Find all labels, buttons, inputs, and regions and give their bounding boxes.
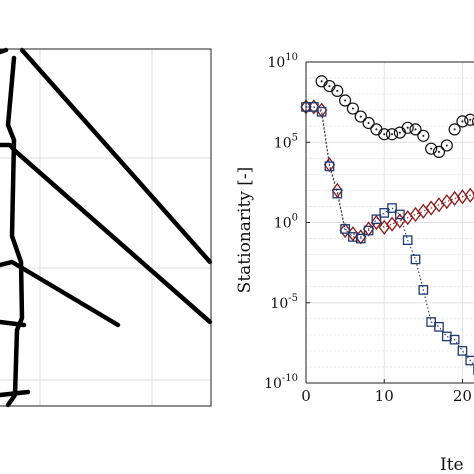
circle-marker-center: [375, 128, 378, 131]
square-marker: [441, 331, 452, 342]
square-marker: [355, 233, 366, 244]
circle-marker: [425, 142, 438, 155]
diamond-marker: [370, 214, 383, 231]
circle-marker-center: [391, 133, 394, 136]
circle-marker-center: [437, 150, 440, 153]
right-panel: 10-10 10-5 100 105 1010 0 10 20 Stationarity [-…: [235, 52, 474, 474]
circle-marker: [339, 94, 352, 107]
square-marker: [434, 321, 444, 332]
circle-marker-center: [445, 144, 448, 147]
y-tick-label: 1010: [267, 52, 298, 71]
circle-marker: [354, 110, 367, 123]
circle-marker: [417, 129, 430, 142]
square-marker: [418, 285, 429, 295]
square-marker: [395, 209, 405, 220]
circle-marker-center: [344, 99, 347, 102]
series-line-square: [306, 106, 474, 366]
right-series: [300, 75, 474, 376]
circle-marker-center: [469, 118, 472, 121]
y-tick-label: 10-10: [264, 373, 298, 392]
x-axis-label: Ite: [440, 455, 464, 474]
left-curve: [0, 319, 27, 328]
x-tick-label: 20: [453, 387, 472, 405]
left-curve: [0, 259, 121, 328]
circle-marker: [385, 128, 399, 141]
diamond-marker: [339, 222, 351, 239]
circle-marker-center: [367, 121, 370, 124]
left-curve: [0, 47, 9, 55]
y-axis-label: Stationarity [-]: [235, 167, 255, 294]
left-curve: [5, 55, 25, 408]
circle-marker-center: [383, 133, 386, 136]
circle-marker: [378, 128, 391, 141]
square-marker: [363, 225, 374, 236]
circle-marker: [346, 102, 360, 115]
diamond-marker: [331, 182, 343, 198]
circle-marker: [471, 116, 474, 126]
circle-marker: [432, 145, 446, 158]
x-tick-label: 10: [375, 387, 394, 405]
square-marker: [324, 161, 335, 172]
circle-marker: [409, 123, 422, 136]
circle-marker-center: [398, 131, 401, 134]
square-marker: [449, 334, 460, 345]
circle-marker-center: [406, 126, 409, 129]
circle-marker: [362, 116, 375, 130]
circle-marker-center: [320, 80, 323, 83]
left-curve: [19, 47, 213, 265]
right-axes: [305, 61, 474, 384]
y-tick-label: 105: [274, 132, 298, 151]
left-curve: [0, 389, 31, 398]
circle-marker-center: [430, 147, 433, 150]
left-panel: [0, 47, 213, 408]
square-marker: [371, 214, 382, 225]
y-tick-label: 100: [274, 213, 298, 232]
circle-marker-center: [328, 85, 331, 88]
circle-marker-center: [422, 134, 425, 137]
square-marker: [465, 355, 474, 366]
square-marker: [402, 235, 413, 246]
y-tick-label: 10-5: [270, 293, 298, 312]
square-marker: [340, 224, 350, 234]
circle-marker: [401, 121, 414, 134]
square-marker: [332, 188, 343, 199]
square-marker: [387, 203, 397, 213]
circle-marker: [448, 123, 461, 136]
series-line-diamond: [306, 106, 474, 238]
right-gridlines: [305, 61, 474, 384]
left-curves: [0, 47, 213, 408]
square-marker: [410, 254, 421, 265]
left-gridlines: [0, 49, 211, 406]
right-tick-labels: 10-10 10-5 100 105 1010 0 10 20: [264, 52, 472, 405]
circle-marker: [331, 84, 344, 97]
square-marker: [316, 106, 327, 117]
circle-marker-center: [351, 107, 354, 110]
circle-marker-center: [414, 128, 417, 131]
square-marker: [457, 346, 468, 356]
circle-marker-center: [461, 120, 464, 123]
circle-marker-center: [453, 128, 456, 131]
left-curve: [0, 142, 213, 325]
circle-marker-center: [359, 115, 362, 118]
circle-marker: [456, 115, 469, 128]
x-tick-label: 0: [301, 387, 311, 405]
circle-marker: [440, 139, 453, 152]
circle-marker-center: [336, 89, 339, 92]
circle-marker: [464, 113, 474, 126]
left-axes-box: [0, 48, 212, 407]
